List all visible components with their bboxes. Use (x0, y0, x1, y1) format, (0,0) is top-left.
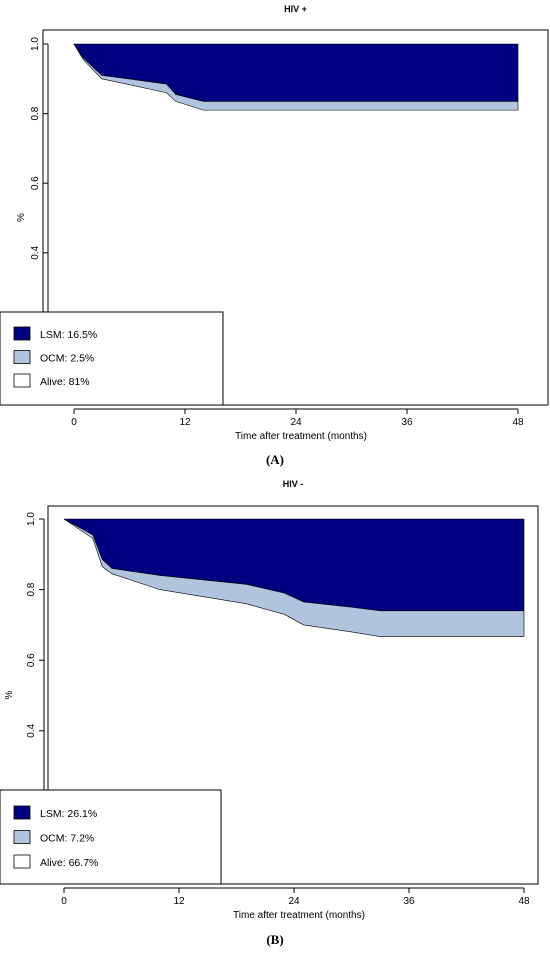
panel-label-a: (A) (265, 452, 285, 467)
legend-swatch (13, 805, 31, 820)
x-tick-label: 36 (403, 896, 415, 907)
legend-swatch (13, 350, 31, 364)
x-tick-label: 24 (288, 896, 300, 907)
y-tick-label: 0.4 (30, 245, 41, 259)
legend-swatch (13, 326, 31, 341)
plot-frame (47, 505, 539, 885)
x-tick-label: 48 (518, 896, 530, 907)
y-tick-label: 0.8 (30, 106, 41, 120)
legend-box (0, 789, 222, 885)
y-tick-label: 0.6 (26, 653, 37, 667)
chart-title: HIV - (283, 479, 304, 489)
x-tick-label: 0 (71, 417, 77, 428)
area-ocm (63, 518, 525, 637)
y-tick-label: 0.6 (30, 176, 41, 190)
legend-entry: LSM: 26.1% (40, 808, 97, 820)
legend-entry: OCM: 2.5% (40, 353, 94, 365)
y-tick-label: 0.4 (26, 723, 37, 737)
legend-entry: LSM: 16.5% (40, 329, 97, 341)
legend-swatch (13, 830, 31, 844)
area-ocm (73, 43, 519, 111)
x-tick-label: 12 (179, 417, 191, 428)
area-lsm (63, 518, 525, 612)
x-tick-label: 24 (290, 417, 302, 428)
legend-entry: Alive: 81% (40, 376, 90, 388)
y-tick-label: 1.0 (30, 37, 41, 51)
y-tick-label: 0.8 (26, 582, 37, 596)
legend: LSM: 26.1% OCM: 7.2% Alive: 66.7% (0, 789, 222, 885)
legend-entry: Alive: 66.7% (40, 857, 98, 869)
x-tick-label: 48 (512, 417, 524, 428)
x-tick-label: 36 (401, 417, 413, 428)
chart-title: HIV + (284, 4, 307, 14)
plot-frame (42, 29, 549, 406)
panel-label-b: (B) (266, 932, 284, 947)
y-axis-label: % (16, 213, 27, 222)
area-lsm (73, 43, 519, 102)
legend-swatch (13, 373, 31, 388)
legend: LSM: 16.5% OCM: 2.5% Alive: 81% (0, 311, 224, 406)
y-tick-label: 1.0 (26, 512, 37, 526)
x-axis-label: Time after treatment (months) (235, 431, 367, 442)
legend-entry: OCM: 7.2% (40, 833, 94, 845)
x-tick-label: 0 (61, 896, 67, 907)
x-axis-label: Time after treatment (months) (233, 910, 365, 921)
y-axis-label: % (4, 690, 15, 699)
legend-box (0, 311, 224, 406)
legend-swatch (13, 854, 31, 869)
x-tick-label: 12 (173, 896, 185, 907)
